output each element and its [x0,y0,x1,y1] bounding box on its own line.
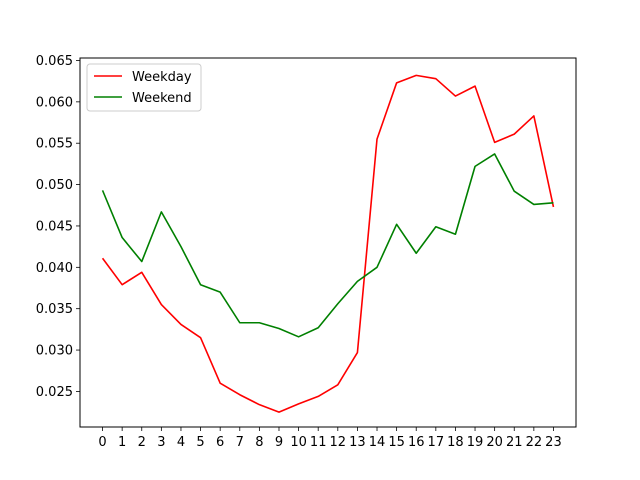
x-tick-label: 23 [545,435,562,450]
series-layer [101,74,555,413]
x-tick-label: 18 [447,435,464,450]
series-line-weekend [101,153,554,338]
x-tick-label: 17 [428,435,445,450]
x-tick-label: 5 [196,435,204,450]
y-tick-label: 0.065 [36,54,73,69]
x-tick-label: 0 [98,435,106,450]
x-tick-label: 7 [236,435,244,450]
x-tick-label: 1 [118,435,126,450]
y-tick-label: 0.040 [36,261,73,276]
x-tick-label: 3 [157,435,165,450]
plot-frame [79,57,577,428]
x-tick-label: 21 [506,435,523,450]
legend: Weekday Weekend [86,63,202,112]
x-tick-label: 9 [275,435,283,450]
x-tick-label: 14 [369,435,386,450]
x-tick-label: 6 [216,435,224,450]
x-tick-label: 2 [138,435,146,450]
y-tick-label: 0.025 [36,385,73,400]
legend-label-weekday: Weekday [132,70,192,85]
x-tick-label: 12 [330,435,347,450]
x-tick-label: 13 [349,435,366,450]
x-tick-label: 19 [467,435,484,450]
y-tick-label: 0.055 [36,137,73,152]
x-tick-label: 11 [310,435,327,450]
x-axis-ticks: 0 1 2 3 4 5 6 7 8 9 10 11 12 13 14 15 16 17 18 19 20 21 22 23 [98,427,562,450]
y-tick-label: 0.045 [36,219,73,234]
x-tick-label: 15 [388,435,405,450]
x-tick-label: 8 [255,435,263,450]
y-tick-label: 0.030 [36,344,73,359]
x-tick-label: 22 [526,435,543,450]
series-line-weekday [101,74,555,413]
legend-label-weekend: Weekend [132,91,192,106]
y-tick-label: 0.035 [36,302,73,317]
x-tick-label: 4 [177,435,185,450]
x-tick-label: 10 [290,435,307,450]
y-axis-ticks: 0.025 0.030 0.035 0.040 0.045 0.050 0.055 0.060… [36,54,80,400]
x-tick-label: 20 [486,435,503,450]
plot-area [80,58,576,427]
x-tick-label: 16 [408,435,425,450]
y-tick-label: 0.050 [36,178,73,193]
y-tick-label: 0.060 [36,95,73,110]
